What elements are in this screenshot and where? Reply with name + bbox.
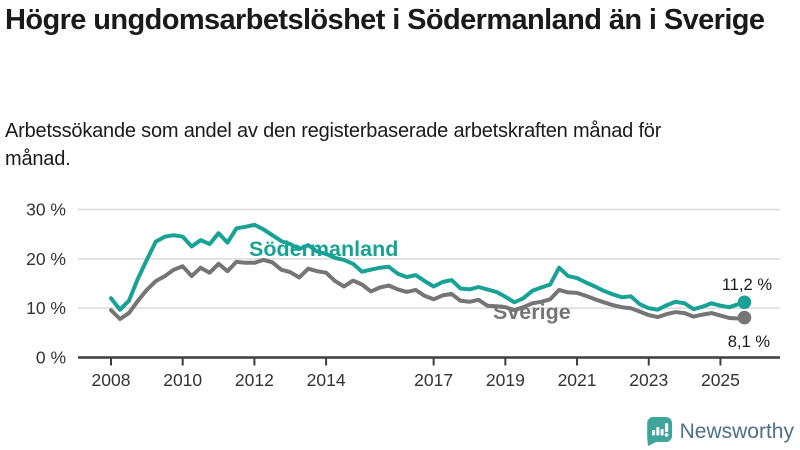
brand-name: Newsworthy (679, 419, 794, 443)
x-axis-label: 2014 (307, 370, 346, 390)
x-axis-label: 2008 (92, 370, 131, 390)
value-annotation-sodermanland: 11,2 % (722, 276, 772, 294)
logo-bar-1 (651, 430, 655, 436)
page-title: Högre ungdomsarbetslöshet i Södermanland… (5, 4, 765, 36)
logo-exclamation-bar (664, 423, 668, 432)
y-axis-label: 20 % (26, 249, 66, 269)
brand-footer: Newsworthy (646, 416, 794, 447)
value-annotation-sverige: 8,1 % (728, 333, 771, 351)
x-axis-label: 2012 (235, 370, 274, 390)
series-line-sverige (109, 257, 747, 321)
chart-subtitle: Arbetssökande som andel av den registerb… (5, 120, 662, 170)
logo-bar-2 (655, 427, 659, 436)
newsworthy-logo-icon (646, 417, 672, 446)
series-endpoint-sverige (737, 310, 752, 325)
logo-bar-3 (660, 429, 664, 436)
logo-exclamation-dot (664, 433, 669, 437)
x-axis-label: 2010 (163, 370, 202, 390)
series-line-sodermanland (109, 222, 747, 312)
y-axis-label: 10 % (26, 298, 66, 318)
x-axis-label: 2017 (414, 370, 453, 390)
series-label-sverige: Sverige (493, 300, 571, 324)
x-axis-label: 2021 (558, 370, 597, 390)
y-axis-label: 0 % (36, 348, 66, 368)
x-axis-label: 2025 (701, 370, 740, 390)
x-axis-label: 2019 (486, 370, 525, 390)
series-label-sodermanland: Södermanland (249, 237, 398, 261)
series-endpoint-sodermanland (737, 295, 752, 310)
y-axis-label: 30 % (26, 200, 66, 220)
x-axis-label: 2023 (629, 370, 668, 390)
logo-bubble-shape (646, 417, 672, 446)
